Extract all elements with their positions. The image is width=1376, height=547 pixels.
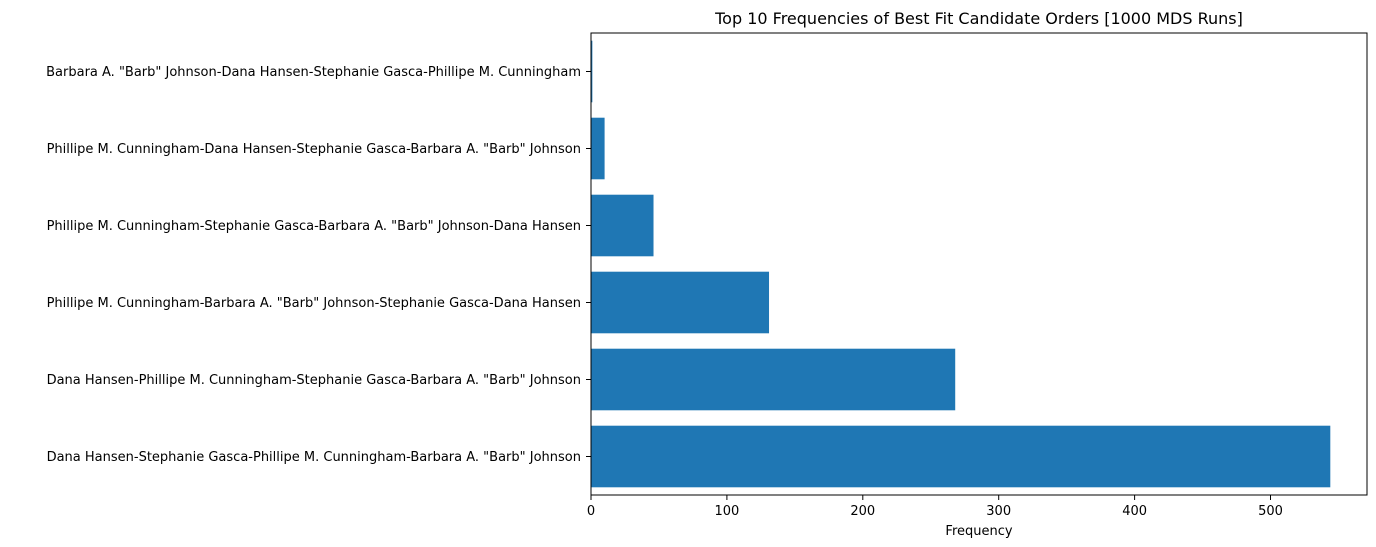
x-tick-label: 200: [850, 504, 875, 519]
y-axis-ticks: Dana Hansen-Stephanie Gasca-Phillipe M. …: [46, 65, 591, 465]
bar: [591, 271, 770, 334]
bars-group: [591, 40, 1331, 488]
bar: [591, 40, 593, 103]
x-tick-label: 0: [587, 504, 595, 519]
chart-title: Top 10 Frequencies of Best Fit Candidate…: [714, 9, 1243, 28]
y-tick-label: Dana Hansen-Stephanie Gasca-Phillipe M. …: [47, 450, 581, 465]
x-tick-label: 100: [714, 504, 739, 519]
bar: [591, 425, 1331, 488]
y-tick-label: Dana Hansen-Phillipe M. Cunningham-Steph…: [47, 373, 581, 388]
bar: [591, 194, 654, 257]
y-tick-label: Phillipe M. Cunningham-Barbara A. "Barb"…: [47, 296, 581, 311]
x-tick-label: 400: [1122, 504, 1147, 519]
x-tick-label: 500: [1258, 504, 1283, 519]
bar: [591, 117, 605, 180]
y-tick-label: Phillipe M. Cunningham-Stephanie Gasca-B…: [47, 219, 581, 234]
x-axis-label: Frequency: [945, 524, 1012, 539]
bar: [591, 348, 956, 411]
y-tick-label: Phillipe M. Cunningham-Dana Hansen-Steph…: [47, 142, 581, 157]
x-axis-ticks: 0 100 200 300 400 500: [587, 495, 1283, 519]
plot-frame: [590, 32, 1368, 496]
x-tick-label: 300: [986, 504, 1011, 519]
y-tick-label: Barbara A. "Barb" Johnson-Dana Hansen-St…: [46, 65, 581, 80]
